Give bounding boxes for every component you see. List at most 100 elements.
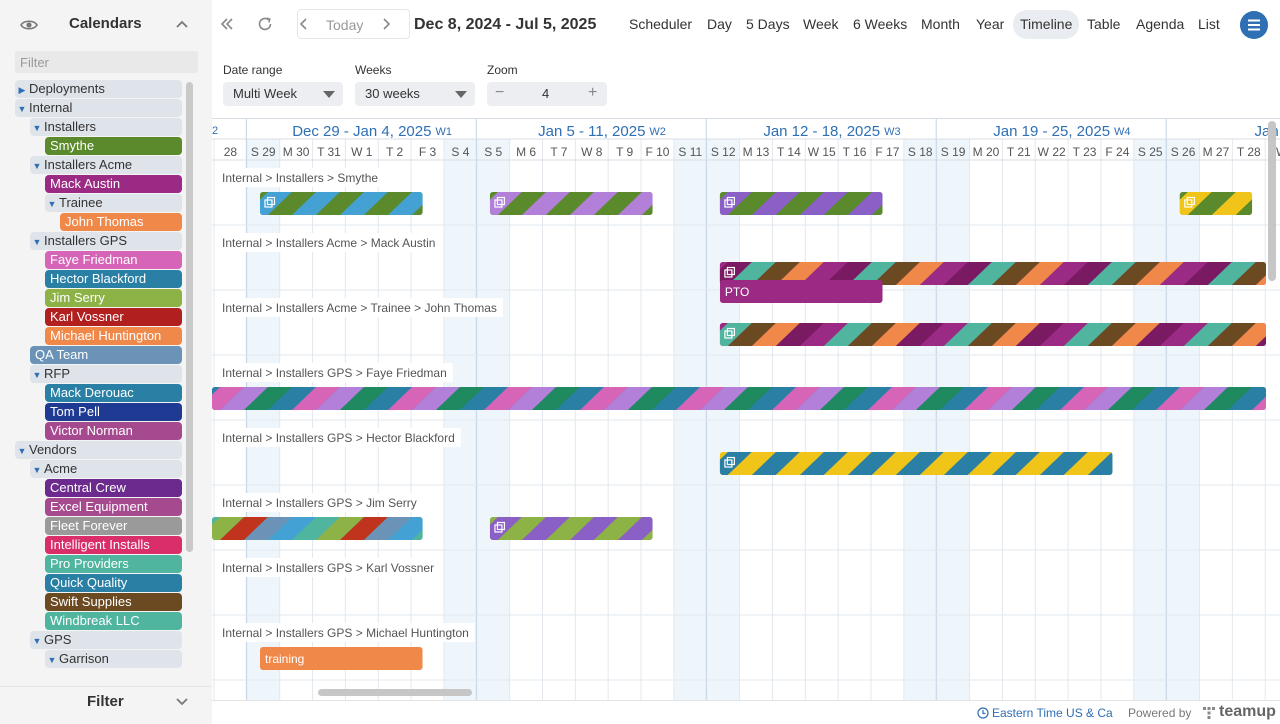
day-label: W 15 (808, 145, 836, 159)
calendar-label: Mack Austin (50, 176, 121, 191)
calendar-group-installers-acme[interactable]: ▼ Installers Acme (30, 156, 182, 174)
timezone-link[interactable]: Eastern Time US & Ca (992, 706, 1113, 720)
week-number: W4 (1114, 126, 1131, 138)
day-label: M 27 (1203, 145, 1230, 159)
timeline-event[interactable] (1140, 192, 1280, 215)
calendar-item-fleet-forever[interactable]: Fleet Forever (45, 517, 182, 535)
calendar-item-intelligent-installs[interactable]: Intelligent Installs (45, 536, 182, 554)
view-tab-6-weeks[interactable]: 6 Weeks (853, 16, 908, 32)
caret-down-icon[interactable]: ▼ (17, 446, 27, 456)
filter-panel-toggle[interactable]: Filter (0, 686, 212, 724)
calendar-item-victor-norman[interactable]: Victor Norman (45, 422, 182, 440)
view-tab-agenda[interactable]: Agenda (1136, 16, 1185, 32)
timeline-event[interactable]: PTO (719, 280, 883, 303)
timeline-event[interactable] (680, 262, 1280, 285)
calendar-label: Internal (29, 100, 73, 115)
view-tab-year[interactable]: Year (976, 16, 1005, 32)
calendar-item-john-thomas[interactable]: John Thomas (60, 213, 182, 231)
zoom-in-button[interactable]: + (588, 84, 598, 101)
calendar-item-qa-team[interactable]: QA Team (30, 346, 182, 364)
calendar-item-pro-providers[interactable]: Pro Providers (45, 555, 182, 573)
calendar-item-faye-friedman[interactable]: Faye Friedman (45, 251, 182, 269)
menu-icon[interactable] (1240, 11, 1268, 39)
calendar-label: Karl Vossner (50, 309, 124, 324)
calendar-item-karl-vossner[interactable]: Karl Vossner (45, 308, 182, 326)
zoom-out-button[interactable]: − (495, 84, 505, 101)
timeline-grid: 2 Dec 29 - Jan 4, 2025 W1 Jan 5 - 11, 2025 W… (212, 118, 1280, 700)
timeline-event[interactable] (212, 517, 508, 540)
calendar-group-installers-gps[interactable]: ▼ Installers GPS (30, 232, 182, 250)
row-label-bg (218, 428, 461, 447)
weeks-label: Weeks (355, 63, 392, 77)
date-range-select[interactable]: Multi Week (223, 82, 343, 106)
calendar-group-acme[interactable]: ▼ Acme (30, 460, 182, 478)
collapse-sidebar-icon[interactable] (218, 15, 236, 33)
caret-down-icon[interactable]: ▼ (47, 199, 57, 209)
calendar-item-mack-austin[interactable]: Mack Austin (45, 175, 182, 193)
timeline-horizontal-scrollbar[interactable] (318, 689, 472, 696)
calendar-item-windbreak-llc[interactable]: Windbreak LLC (45, 612, 182, 630)
day-label: M 13 (743, 145, 770, 159)
caret-down-icon[interactable]: ▼ (32, 161, 42, 171)
calendar-item-smythe[interactable]: Smythe (45, 137, 182, 155)
calendar-group-garrison[interactable]: ▼ Garrison (45, 650, 182, 668)
timeline-event[interactable] (450, 192, 738, 215)
zoom-label: Zoom (487, 63, 518, 77)
eye-icon[interactable] (20, 16, 38, 34)
calendar-item-swift-supplies[interactable]: Swift Supplies (45, 593, 182, 611)
weeks-select[interactable]: 30 weeks (355, 82, 475, 106)
calendar-group-trainee[interactable]: ▼ Trainee (45, 194, 182, 212)
today-button[interactable]: Today (326, 17, 364, 33)
caret-down-icon[interactable]: ▼ (32, 370, 42, 380)
view-tab-table[interactable]: Table (1087, 16, 1121, 32)
row-label: Internal > Installers > Smythe (222, 171, 378, 185)
timeline-event[interactable] (212, 387, 1280, 410)
calendar-item-jim-serry[interactable]: Jim Serry (45, 289, 182, 307)
view-tab-week[interactable]: Week (803, 16, 839, 32)
row-label-bg (218, 168, 385, 187)
chevron-left-icon[interactable] (295, 15, 313, 33)
caret-down-icon[interactable]: ▼ (32, 237, 42, 247)
timeline-event[interactable] (450, 517, 738, 540)
timeline-event[interactable] (680, 323, 1280, 346)
timeline-event[interactable] (680, 452, 1184, 475)
caret-down-icon[interactable]: ▼ (32, 636, 42, 646)
calendar-item-hector-blackford[interactable]: Hector Blackford (45, 270, 182, 288)
caret-down-icon[interactable]: ▼ (32, 123, 42, 133)
view-tab-5-days[interactable]: 5 Days (746, 16, 790, 32)
timeline-event[interactable]: training (259, 647, 423, 670)
calendar-item-michael-huntington[interactable]: Michael Huntington (45, 327, 182, 345)
teamup-brand[interactable]: teamup (1219, 703, 1276, 720)
refresh-icon[interactable] (256, 15, 274, 33)
calendar-group-rfp[interactable]: ▼ RFP (30, 365, 182, 383)
timeline-event[interactable] (220, 192, 508, 215)
view-tab-timeline[interactable]: Timeline (1020, 16, 1073, 32)
view-tab-day[interactable]: Day (707, 16, 732, 32)
calendar-group-internal[interactable]: ▼ Internal (15, 99, 182, 117)
sidebar-scrollbar[interactable] (186, 82, 193, 552)
calendar-group-deployments[interactable]: ▶ Deployments (15, 80, 182, 98)
calendar-item-tom-pell[interactable]: Tom Pell (45, 403, 182, 421)
calendar-filter-input[interactable] (15, 51, 198, 73)
zoom-stepper: − 4 + (487, 82, 607, 106)
calendar-group-installers[interactable]: ▼ Installers (30, 118, 182, 136)
view-tab-list[interactable]: List (1198, 16, 1220, 32)
calendar-label: Jim Serry (50, 290, 105, 305)
chevron-right-icon[interactable] (377, 15, 395, 33)
calendar-item-central-crew[interactable]: Central Crew (45, 479, 182, 497)
calendar-item-mack-derouac[interactable]: Mack Derouac (45, 384, 182, 402)
view-tab-scheduler[interactable]: Scheduler (629, 16, 693, 32)
timeline-vertical-scrollbar[interactable] (1268, 121, 1276, 281)
calendar-group-gps[interactable]: ▼ GPS (30, 631, 182, 649)
calendar-item-quick-quality[interactable]: Quick Quality (45, 574, 182, 592)
calendar-label: QA Team (35, 347, 89, 362)
calendar-group-vendors[interactable]: ▼ Vendors (15, 441, 182, 459)
caret-right-icon[interactable]: ▶ (18, 85, 26, 95)
caret-down-icon[interactable]: ▼ (32, 465, 42, 475)
calendar-item-excel-equipment[interactable]: Excel Equipment (45, 498, 182, 516)
caret-down-icon[interactable]: ▼ (47, 655, 57, 665)
caret-down-icon[interactable]: ▼ (17, 104, 27, 114)
chevron-up-icon[interactable] (175, 17, 189, 31)
view-tab-month[interactable]: Month (921, 16, 960, 32)
timeline-event[interactable] (680, 192, 968, 215)
